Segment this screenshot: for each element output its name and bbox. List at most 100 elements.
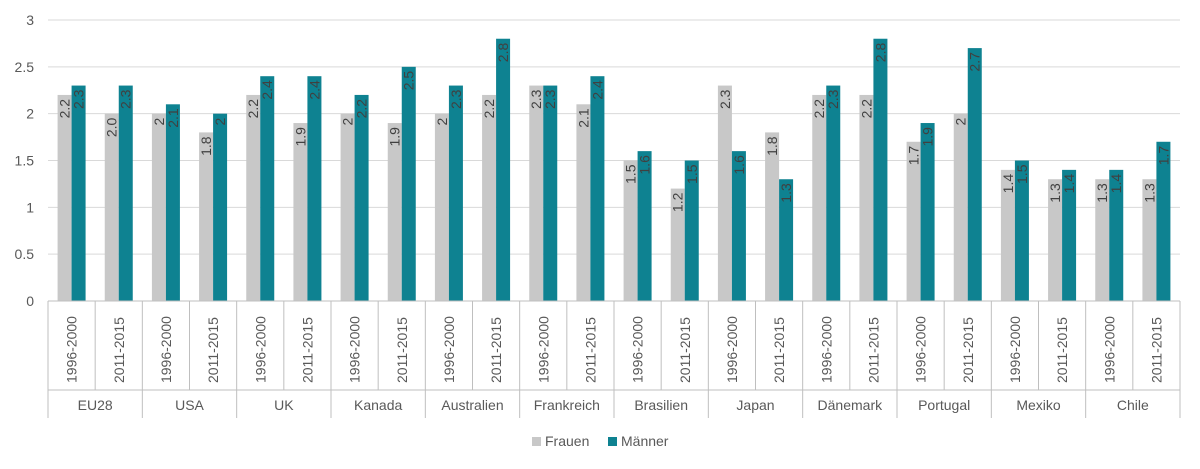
data-label: 2.1 [165,108,181,128]
bar-m-nner [165,104,180,301]
data-label: 1.4 [1108,174,1124,194]
x-tick-label-period: 2011-2015 [582,317,598,383]
bar-frauen [1142,179,1157,301]
data-label: 2.3 [71,89,87,109]
bar-frauen [906,141,921,301]
y-tick-label: 1.5 [15,153,35,169]
bar-m-nner [354,94,369,301]
bar-m-nner [71,85,86,301]
x-tick-label-period: 1996-2000 [441,316,457,383]
data-label: 1.7 [1155,146,1171,166]
x-tick-label-period: 2011-2015 [1054,317,1070,383]
data-label: 1.9 [920,127,936,147]
x-tick-label-period: 1996-2000 [913,316,929,383]
x-tick-label-group: Japan [736,397,774,413]
legend-swatch [608,437,617,446]
bar-frauen [529,85,544,301]
data-label: 1.2 [670,192,686,212]
data-label: 2.4 [306,80,322,100]
data-label: 2.4 [259,80,275,100]
x-tick-label-period: 1996-2000 [724,316,740,383]
y-tick-label: 2.5 [15,59,35,75]
bar-m-nner [118,85,133,301]
data-label: 1.8 [764,136,780,156]
x-axis: 1996-2000 2011-2015 EU28 1996-2000 2011-2015… [47,300,1181,418]
data-label: 2.1 [575,108,591,128]
y-tick-label: 0.5 [15,246,35,262]
x-tick-label-period: 2011-2015 [205,317,221,383]
bar-m-nner [448,85,463,301]
x-tick-label-group: Kanada [354,397,402,413]
bar-frauen [1000,169,1015,301]
bar-frauen [57,94,72,301]
legend: Frauen Männer [532,433,669,449]
data-label: 2.2 [354,99,370,119]
bar-frauen [104,113,119,302]
x-tick-label-group: Portugal [918,397,970,413]
data-label: 1.5 [1014,164,1030,184]
bar-frauen [765,132,780,301]
x-tick-label-period: 2011-2015 [111,317,127,383]
x-tick-label-period: 2011-2015 [1148,317,1164,383]
bar-m-nner [1014,160,1029,301]
data-label: 2.3 [717,89,733,109]
x-tick-label-group: Chile [1117,397,1149,413]
bar-frauen [953,113,968,302]
data-label: 2 [434,117,450,125]
x-tick-label-group: Frankreich [534,397,600,413]
bar-frauen [387,123,402,302]
data-label: 1.5 [623,164,639,184]
x-tick-label-period: 2011-2015 [677,317,693,383]
y-tick-label: 1 [26,199,34,215]
x-tick-label-group: USA [175,397,204,413]
y-tick-label: 2 [26,106,34,122]
x-tick-label-group: UK [274,397,294,413]
x-tick-label-group: EU28 [78,397,113,413]
data-label: 1.3 [1047,183,1063,203]
data-label: 2.8 [872,43,888,63]
bar-frauen [1095,179,1110,301]
bar-frauen [812,94,827,301]
data-label: 2.3 [528,89,544,109]
x-tick-label-period: 1996-2000 [158,316,174,383]
bar-m-nner [684,160,699,301]
bar-m-nner [779,179,794,301]
x-tick-label-period: 2011-2015 [960,317,976,383]
legend-label: Frauen [545,433,589,449]
data-label: 1.4 [1000,174,1016,194]
data-labels: 2.22.32.02.322.11.822.22.41.92.422.21.92… [57,43,1172,213]
bar-frauen [717,85,732,301]
x-tick-label-period: 2011-2015 [394,317,410,383]
data-label: 1.9 [292,127,308,147]
bar-frauen [859,94,874,301]
bar-m-nner [307,76,322,301]
bar-frauen [1048,179,1063,301]
bar-frauen [576,104,591,301]
data-label: 2.5 [401,71,417,91]
data-label: 2.2 [858,99,874,119]
data-label: 2.7 [967,52,983,72]
data-label: 2 [340,117,356,125]
bar-frauen [434,113,449,302]
x-tick-label-period: 1996-2000 [818,316,834,383]
data-label: 2.2 [481,99,497,119]
data-label: 1.3 [778,183,794,203]
data-label: 2 [953,117,969,125]
bar-m-nner [1156,141,1171,301]
x-tick-label-period: 1996-2000 [64,316,80,383]
data-label: 1.3 [1141,183,1157,203]
data-label: 2.2 [245,99,261,119]
bar-m-nner [590,76,605,301]
bars [57,38,1171,302]
bar-m-nner [731,151,746,301]
x-tick-label-period: 2011-2015 [488,317,504,383]
data-label: 2.4 [589,80,605,100]
bar-m-nner [1062,169,1077,301]
bar-m-nner [213,113,228,302]
x-tick-label-period: 1996-2000 [1101,316,1117,383]
y-axis-ticks: 0 0.5 1 1.5 2 2.5 3 [15,12,35,309]
bar-frauen [151,113,166,302]
bar-m-nner [826,85,841,301]
bar-m-nner [967,48,982,301]
